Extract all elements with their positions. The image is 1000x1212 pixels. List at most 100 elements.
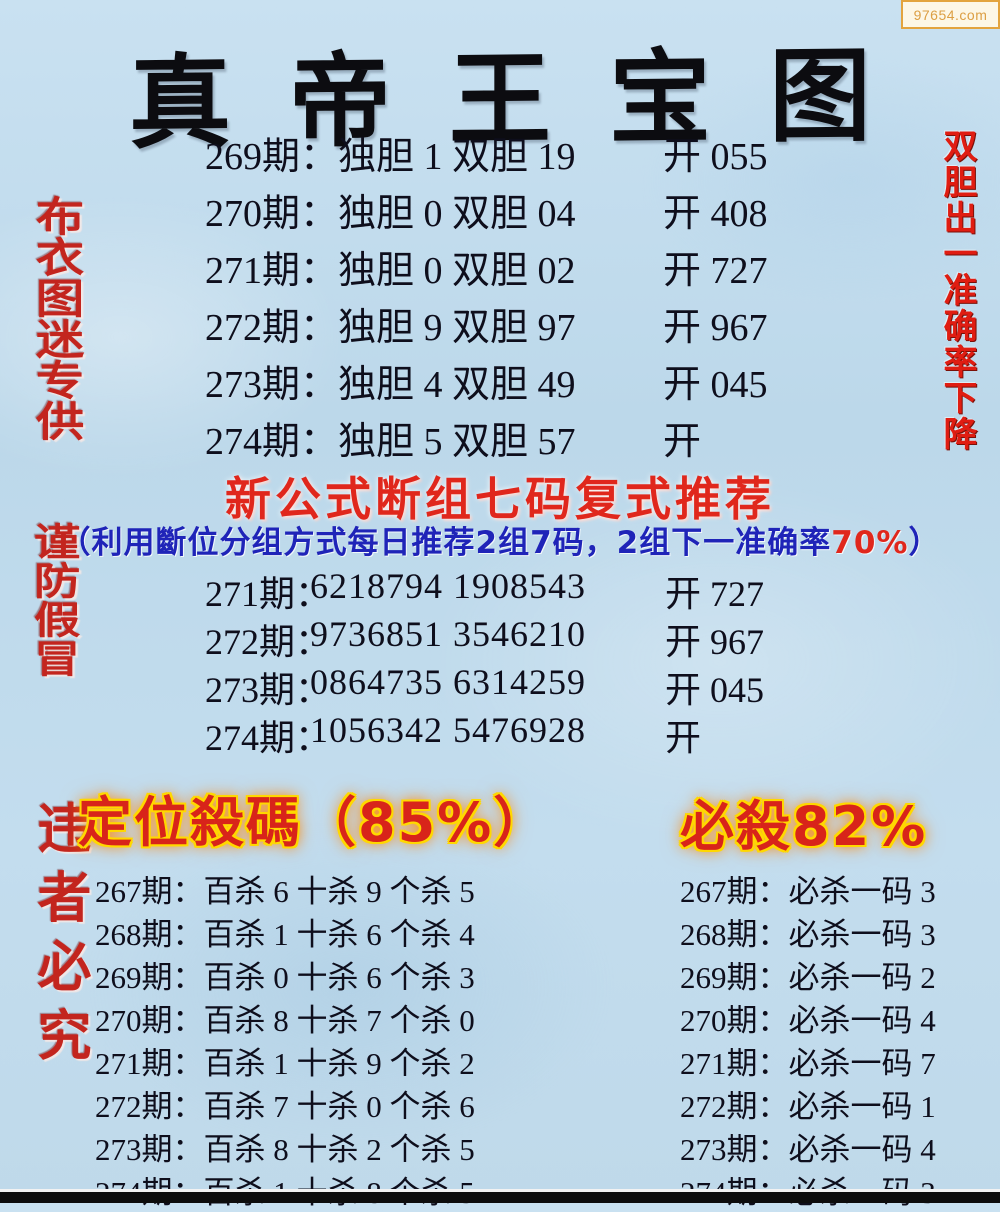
dandan-values: 独胆 0 双胆 02 <box>338 250 576 292</box>
period-label: 272期： <box>205 622 332 662</box>
open-result: 开 727 <box>663 250 768 292</box>
dandan-values: 独胆 1 双胆 19 <box>338 136 576 178</box>
period-label: 273期： <box>680 1132 789 1167</box>
open-result: 开 055 <box>663 136 768 178</box>
kill-row: 267期：百杀 6 十杀 9 个杀 5 <box>95 866 475 909</box>
seven-code-subheader: （利用斷位分组方式每日推荐2组7码，2组下一准确率70%） <box>0 517 1000 562</box>
period-label: 271期： <box>205 574 332 614</box>
kill-values: 必杀一码 4 <box>788 1003 936 1038</box>
subheader-text: （利用斷位分组方式每日推荐2组7码，2组下一准确率 <box>59 525 832 561</box>
open-result: 开 <box>665 718 702 758</box>
kill-values: 百杀 6 十杀 9 个杀 5 <box>203 874 475 909</box>
kill-values: 必杀一码 2 <box>788 960 936 995</box>
kill-row: 271期：百杀 1 十杀 9 个杀 2 <box>95 1038 475 1081</box>
dandan-section: 269期：独胆 1 双胆 19 开 055 270期：独胆 0 双胆 04 开 … <box>205 125 925 467</box>
period-label: 273期： <box>205 670 332 710</box>
seven-code-row: 271期： 6218794 1908543 开 727 <box>205 565 925 614</box>
period-label: 267期： <box>95 874 204 909</box>
period-label: 271期： <box>205 250 339 292</box>
kill-row: 268期：必杀一码 3 <box>680 909 936 952</box>
subheader-accuracy: 70% <box>831 525 909 561</box>
open-result: 开 045 <box>665 670 765 710</box>
seven-code-row: 274期： 1056342 5476928 开 <box>205 709 925 758</box>
kill-values: 必杀一码 3 <box>788 874 936 909</box>
seven-code-header: 新公式断组七码复式推荐 <box>225 472 775 526</box>
period-label: 268期： <box>680 917 789 952</box>
kill-row: 268期：百杀 1 十杀 6 个杀 4 <box>95 909 475 952</box>
period-label: 273期： <box>95 1132 204 1167</box>
kill-values: 必杀一码 1 <box>788 1089 936 1124</box>
dandan-row: 269期：独胆 1 双胆 19 开 055 <box>205 125 925 182</box>
kill-row: 271期：必杀一码 7 <box>680 1038 936 1081</box>
left-banner-weizhe: 违者必究 <box>28 800 91 1076</box>
code-groups: 1056342 5476928 <box>310 710 586 750</box>
dandan-row: 273期：独胆 4 双胆 49 开 045 <box>205 353 925 410</box>
period-label: 270期： <box>680 1003 789 1038</box>
left-banner-jinfang: 谨防假冒 <box>26 522 80 678</box>
kill-row: 273期：百杀 8 十杀 2 个杀 5 <box>95 1124 475 1167</box>
period-label: 272期： <box>95 1089 204 1124</box>
kill-values: 百杀 0 十杀 6 个杀 3 <box>203 960 475 995</box>
open-result: 开 727 <box>665 574 765 614</box>
kill-row: 270期：百杀 8 十杀 7 个杀 0 <box>95 995 475 1038</box>
right-banner-shuangdan: 双胆出一准确率下降 <box>937 128 977 452</box>
site-watermark[interactable]: 97654.com <box>901 0 1000 29</box>
period-label: 269期： <box>205 136 339 178</box>
seven-code-row: 272期： 9736851 3546210 开 967 <box>205 613 925 662</box>
bottom-bar <box>0 1192 1000 1203</box>
code-groups: 6218794 1908543 <box>310 566 586 606</box>
period-label: 270期： <box>205 193 339 235</box>
kill-values: 必杀一码 4 <box>788 1132 936 1167</box>
dandan-row: 270期：独胆 0 双胆 04 开 408 <box>205 182 925 239</box>
kill-row: 273期：必杀一码 4 <box>680 1124 936 1167</box>
dandan-values: 独胆 5 双胆 57 <box>338 421 576 463</box>
dandan-values: 独胆 4 双胆 49 <box>338 364 576 406</box>
subheader-close: ） <box>908 525 941 561</box>
kill-values: 百杀 1 十杀 9 个杀 2 <box>203 1046 475 1081</box>
open-result: 开 408 <box>663 193 768 235</box>
code-groups: 9736851 3546210 <box>310 614 586 654</box>
period-label: 269期： <box>680 960 789 995</box>
dandan-row: 272期：独胆 9 双胆 97 开 967 <box>205 296 925 353</box>
position-kill-header: 定位殺碼（85%） <box>78 791 550 854</box>
kill-row: 272期：必杀一码 1 <box>680 1081 936 1124</box>
period-label: 269期： <box>95 960 204 995</box>
period-label: 271期： <box>680 1046 789 1081</box>
position-kill-list: 267期：百杀 6 十杀 9 个杀 5 268期：百杀 1 十杀 6 个杀 4 … <box>95 866 475 1210</box>
period-label: 272期： <box>205 307 339 349</box>
left-banner-buyi: 布衣图迷专供 <box>27 195 84 441</box>
open-result: 开 967 <box>665 622 765 662</box>
dandan-values: 独胆 9 双胆 97 <box>338 307 576 349</box>
period-label: 274期： <box>205 718 332 758</box>
open-result: 开 045 <box>663 364 768 406</box>
period-label: 271期： <box>95 1046 204 1081</box>
must-kill-header: 必殺82% <box>680 795 928 858</box>
dandan-row: 274期：独胆 5 双胆 57 开 <box>205 410 925 467</box>
kill-values: 百杀 7 十杀 0 个杀 6 <box>203 1089 475 1124</box>
dandan-values: 独胆 0 双胆 04 <box>338 193 576 235</box>
kill-values: 必杀一码 7 <box>788 1046 936 1081</box>
seven-code-section: 271期： 6218794 1908543 开 727 272期： 973685… <box>205 565 925 758</box>
period-label: 274期： <box>205 421 339 463</box>
open-result: 开 967 <box>663 307 768 349</box>
open-result: 开 <box>663 421 702 463</box>
kill-values: 百杀 1 十杀 6 个杀 4 <box>203 917 475 952</box>
kill-row: 267期：必杀一码 3 <box>680 866 936 909</box>
dandan-row: 271期：独胆 0 双胆 02 开 727 <box>205 239 925 296</box>
bottom-divider <box>0 1189 1000 1192</box>
kill-row: 269期：必杀一码 2 <box>680 952 936 995</box>
kill-values: 百杀 8 十杀 7 个杀 0 <box>203 1003 475 1038</box>
period-label: 273期： <box>205 364 339 406</box>
kill-row: 269期：百杀 0 十杀 6 个杀 3 <box>95 952 475 995</box>
kill-values: 百杀 8 十杀 2 个杀 5 <box>203 1132 475 1167</box>
must-kill-list: 267期：必杀一码 3 268期：必杀一码 3 269期：必杀一码 2 270期… <box>680 866 936 1210</box>
code-groups: 0864735 6314259 <box>310 662 586 702</box>
seven-code-row: 273期： 0864735 6314259 开 045 <box>205 661 925 710</box>
period-label: 272期： <box>680 1089 789 1124</box>
kill-values: 必杀一码 3 <box>788 917 936 952</box>
kill-row: 272期：百杀 7 十杀 0 个杀 6 <box>95 1081 475 1124</box>
kill-row: 270期：必杀一码 4 <box>680 995 936 1038</box>
period-label: 268期： <box>95 917 204 952</box>
period-label: 267期： <box>680 874 789 909</box>
period-label: 270期： <box>95 1003 204 1038</box>
